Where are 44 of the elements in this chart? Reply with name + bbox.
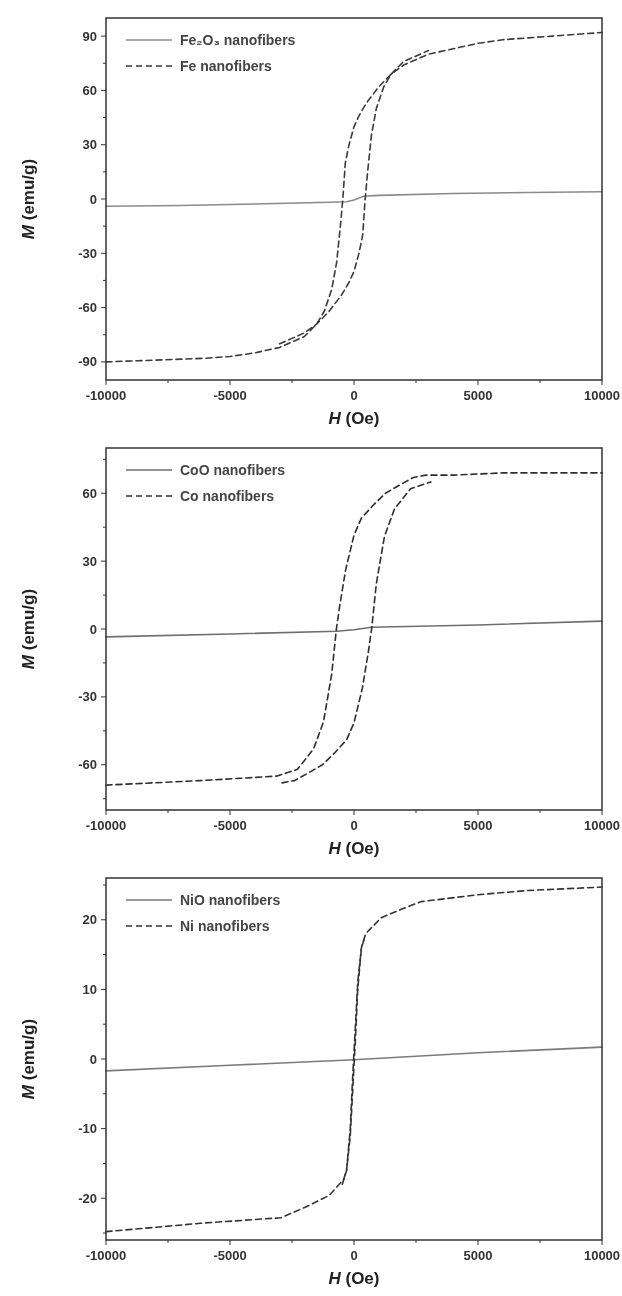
y-tick-label: -10 bbox=[78, 1121, 97, 1137]
y-tick-label: 0 bbox=[89, 621, 97, 637]
x-tick-label: 10000 bbox=[583, 388, 621, 403]
y-tick-label: 0 bbox=[89, 191, 97, 207]
y-tick-label: 0 bbox=[89, 1051, 97, 1067]
y-tick-label: -20 bbox=[78, 1190, 97, 1206]
x-tick-label: -10000 bbox=[85, 1248, 127, 1263]
x-tick-label: 5000 bbox=[463, 388, 493, 403]
y-axis-title: M (emu/g) bbox=[19, 588, 38, 670]
legend-label: Fe nanofibers bbox=[180, 58, 273, 74]
y-tick-label: 10 bbox=[82, 981, 97, 997]
y-tick-label: 60 bbox=[82, 82, 97, 98]
legend-label: Co nanofibers bbox=[180, 488, 275, 504]
x-tick-label: 5000 bbox=[463, 1248, 493, 1263]
x-tick-label: -5000 bbox=[213, 818, 247, 833]
y-tick-label: 20 bbox=[82, 912, 97, 928]
y-tick-label: -90 bbox=[78, 354, 97, 370]
y-tick-label: 30 bbox=[82, 137, 97, 153]
y-tick-label: -60 bbox=[78, 300, 97, 316]
x-axis-title: H (Oe) bbox=[328, 409, 380, 428]
y-tick-label: -60 bbox=[78, 757, 97, 773]
legend-label: Ni nanofibers bbox=[180, 918, 270, 934]
x-axis-title: H (Oe) bbox=[328, 839, 380, 858]
legend-label: NiO nanofibers bbox=[180, 892, 281, 908]
x-tick-label: -10000 bbox=[85, 818, 127, 833]
x-tick-label: 10000 bbox=[583, 818, 621, 833]
y-tick-label: 60 bbox=[82, 485, 97, 501]
x-tick-label: 0 bbox=[350, 818, 358, 833]
x-tick-label: 0 bbox=[350, 1248, 358, 1263]
x-axis-title: H (Oe) bbox=[328, 1269, 380, 1288]
y-tick-label: -30 bbox=[78, 245, 97, 261]
x-tick-label: 10000 bbox=[583, 1248, 621, 1263]
y-axis-title: M (emu/g) bbox=[19, 1018, 38, 1100]
x-tick-label: 0 bbox=[350, 388, 358, 403]
legend-label: CoO nanofibers bbox=[180, 462, 286, 478]
y-tick-label: 90 bbox=[82, 28, 97, 44]
x-tick-label: -10000 bbox=[85, 388, 127, 403]
y-tick-label: -30 bbox=[78, 689, 97, 705]
y-axis-title: M (emu/g) bbox=[19, 158, 38, 240]
x-tick-label: -5000 bbox=[213, 388, 247, 403]
x-tick-label: -5000 bbox=[213, 1248, 247, 1263]
x-tick-label: 5000 bbox=[463, 818, 493, 833]
legend-label: Fe₂O₃ nanofibers bbox=[180, 32, 296, 48]
y-tick-label: 30 bbox=[82, 553, 97, 569]
